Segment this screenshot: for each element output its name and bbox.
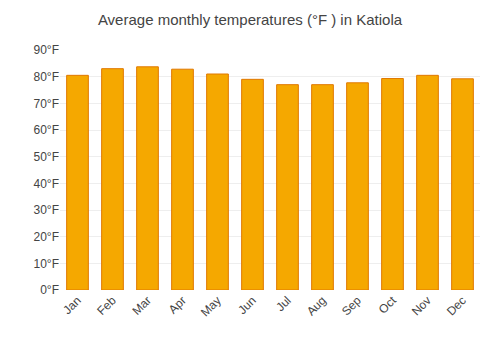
svg-text:Jul: Jul <box>273 293 294 314</box>
svg-text:Jan: Jan <box>60 293 84 317</box>
svg-text:40°F: 40°F <box>34 177 59 191</box>
svg-text:Nov: Nov <box>409 293 434 318</box>
svg-text:30°F: 30°F <box>34 203 59 217</box>
svg-text:0°F: 0°F <box>40 283 59 297</box>
svg-text:Oct: Oct <box>376 293 400 317</box>
svg-text:Sep: Sep <box>339 293 364 318</box>
svg-text:80°F: 80°F <box>34 70 59 84</box>
svg-text:70°F: 70°F <box>34 97 59 111</box>
svg-text:20°F: 20°F <box>34 230 59 244</box>
svg-text:60°F: 60°F <box>34 123 59 137</box>
svg-text:Aug: Aug <box>304 293 329 318</box>
svg-text:Apr: Apr <box>166 293 189 316</box>
svg-text:Average monthly temperatures (: Average monthly temperatures (°F ) in Ka… <box>98 11 403 28</box>
svg-text:90°F: 90°F <box>34 43 59 57</box>
svg-text:Mar: Mar <box>129 293 154 318</box>
svg-text:Feb: Feb <box>94 293 119 318</box>
svg-text:May: May <box>198 293 224 319</box>
svg-text:Jun: Jun <box>235 293 259 317</box>
svg-text:50°F: 50°F <box>34 150 59 164</box>
svg-text:10°F: 10°F <box>34 257 59 271</box>
svg-text:Dec: Dec <box>444 293 469 318</box>
